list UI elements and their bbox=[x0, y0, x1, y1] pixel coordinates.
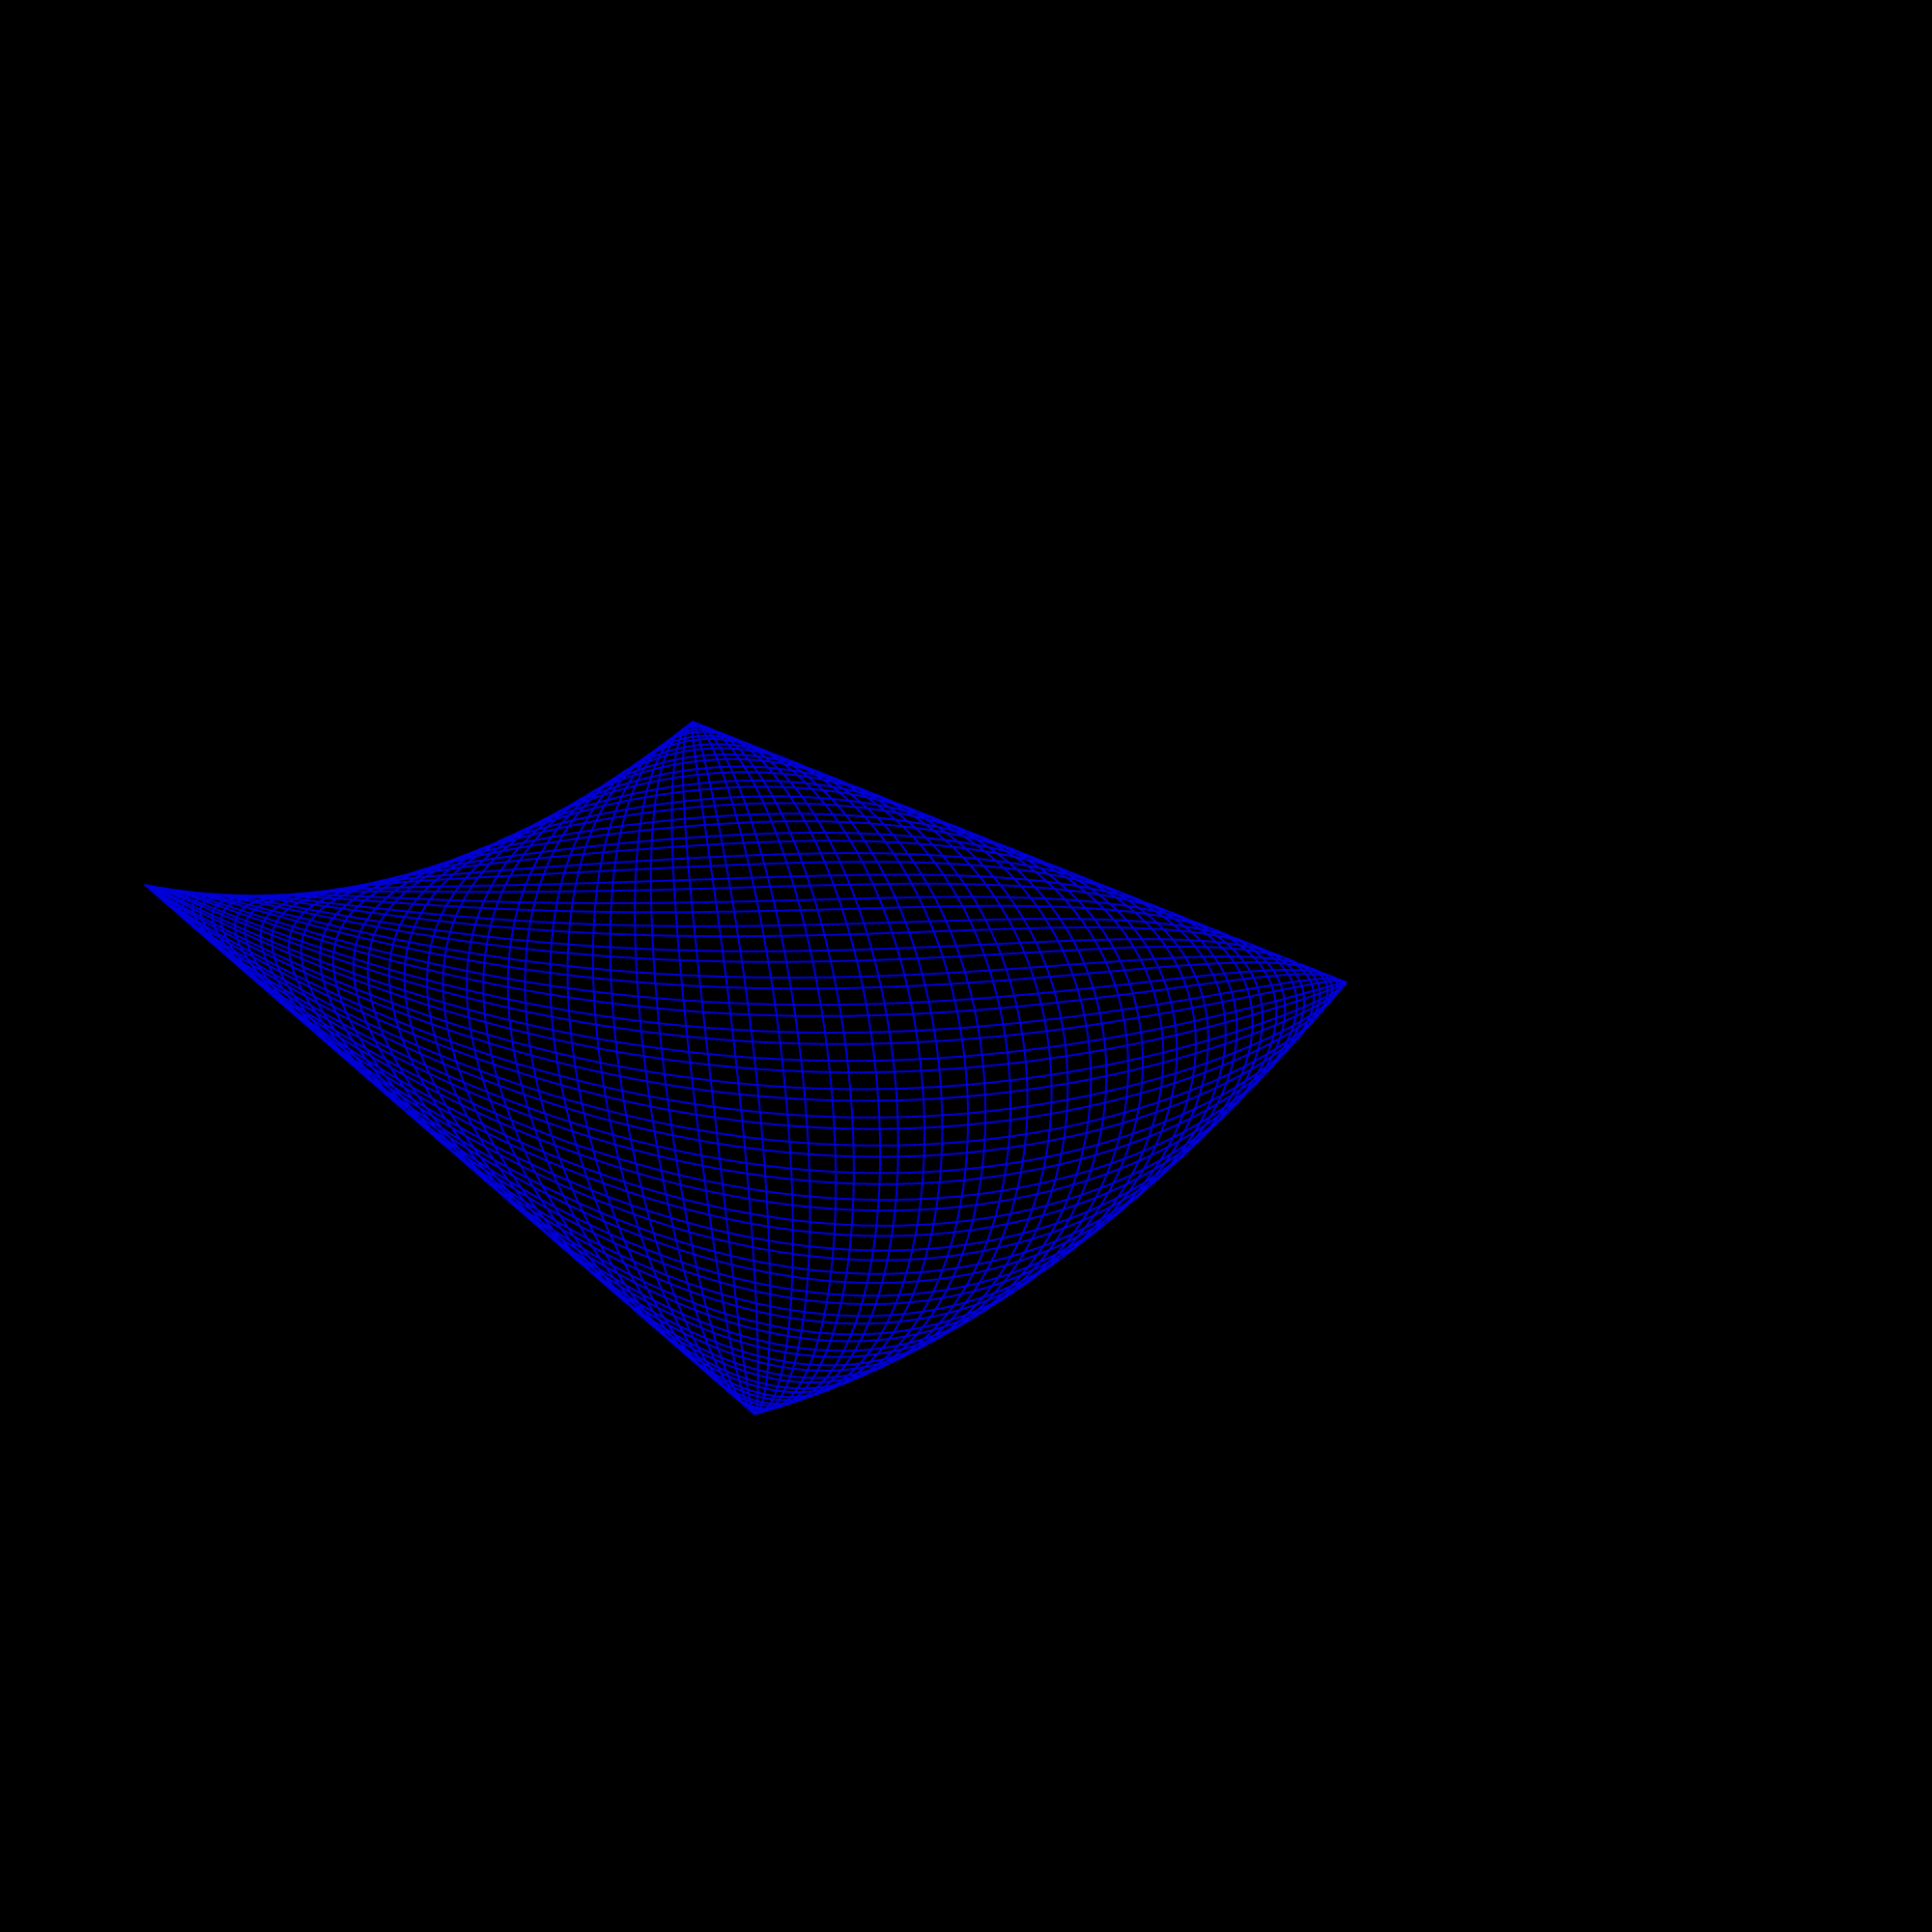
curve bbox=[144, 721, 1348, 1415]
